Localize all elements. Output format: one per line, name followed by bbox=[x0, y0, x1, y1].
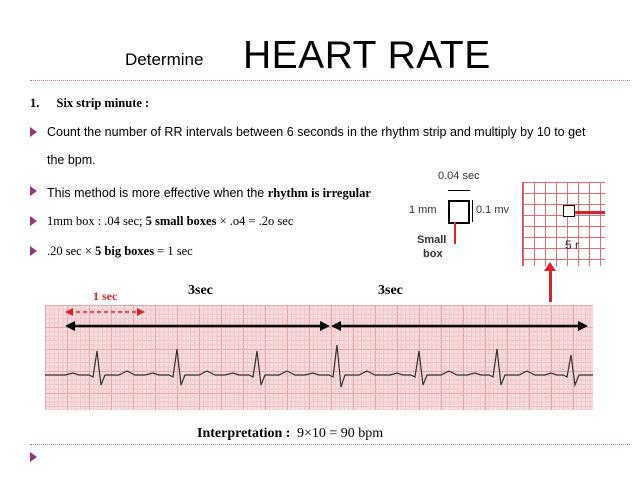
title-prefix: Determine bbox=[125, 50, 204, 69]
heading-text: Six strip minute : bbox=[56, 96, 150, 110]
bullet-arrow-icon bbox=[30, 452, 37, 462]
bullet-3-pre: 1mm box : .04 sec; bbox=[47, 214, 146, 228]
bullet-4-bold: 5 big boxes bbox=[95, 244, 155, 258]
bullet-3: 1mm box : .04 sec; 5 small boxes × .o4 =… bbox=[47, 214, 293, 229]
small-box-label-2: box bbox=[423, 248, 443, 260]
small-box-square bbox=[448, 200, 470, 224]
bottom-divider bbox=[30, 444, 630, 445]
bullet-arrow-icon bbox=[30, 246, 37, 256]
bullet-3-post: × .o4 = .2o sec bbox=[216, 214, 294, 228]
bullet-4-post: = 1 sec bbox=[154, 244, 193, 258]
ecg-trace bbox=[45, 308, 593, 388]
interpretation: Interpretation : 9×10 = 90 bpm bbox=[197, 426, 383, 442]
bullet-2-bold: rhythm is irregular bbox=[267, 186, 371, 200]
bullet-3-bold: 5 small boxes bbox=[145, 214, 217, 228]
title-divider bbox=[30, 80, 630, 81]
right-3sec-label: 3sec bbox=[378, 283, 403, 298]
connector-line bbox=[549, 268, 552, 302]
marker-red-line bbox=[575, 211, 605, 214]
height-label: 1 mm bbox=[409, 204, 437, 216]
time-bracket bbox=[448, 190, 470, 191]
bullet-2: This method is more effective when the r… bbox=[47, 184, 371, 202]
bullet-2-text: This method is more effective when the bbox=[47, 186, 268, 200]
small-box-marker bbox=[563, 205, 575, 217]
cut-label: 5 r bbox=[565, 238, 580, 252]
bullet-arrow-icon bbox=[30, 216, 37, 226]
bullet-arrow-icon bbox=[30, 186, 37, 196]
volt-bracket bbox=[472, 200, 473, 222]
ecg-waveform bbox=[45, 344, 593, 388]
interpretation-label: Interpretation : bbox=[197, 426, 291, 441]
bullet-4: .20 sec × 5 big boxes = 1 sec bbox=[47, 244, 193, 259]
bullet-arrow-icon bbox=[30, 127, 37, 137]
interpretation-value: 9×10 = 90 bpm bbox=[296, 426, 384, 441]
time-label: 0.04 sec bbox=[438, 170, 480, 182]
voltage-label: 0.1 mv bbox=[476, 204, 510, 216]
ecg-grid-closeup bbox=[522, 182, 605, 266]
small-box-label-1: Small bbox=[417, 234, 447, 246]
pointer-line bbox=[454, 222, 456, 244]
section-heading: 1. Six strip minute : bbox=[30, 96, 149, 111]
bullet-4-pre: .20 sec × bbox=[47, 244, 96, 258]
page-title: HEART RATE bbox=[243, 34, 491, 77]
arrow-up-icon bbox=[544, 262, 556, 271]
left-3sec-label: 3sec bbox=[188, 283, 213, 298]
one-sec-label: 1 sec bbox=[93, 289, 118, 303]
ecg-rhythm-strip bbox=[45, 305, 593, 410]
bullet-1-line-2: the bpm. bbox=[47, 153, 96, 167]
heading-number: 1. bbox=[30, 96, 40, 110]
ecg-box-diagram: 0.04 sec 1 mm 0.1 mv Small box 5 r bbox=[393, 168, 605, 266]
bullet-1-line-1: Count the number of RR intervals between… bbox=[47, 125, 586, 139]
